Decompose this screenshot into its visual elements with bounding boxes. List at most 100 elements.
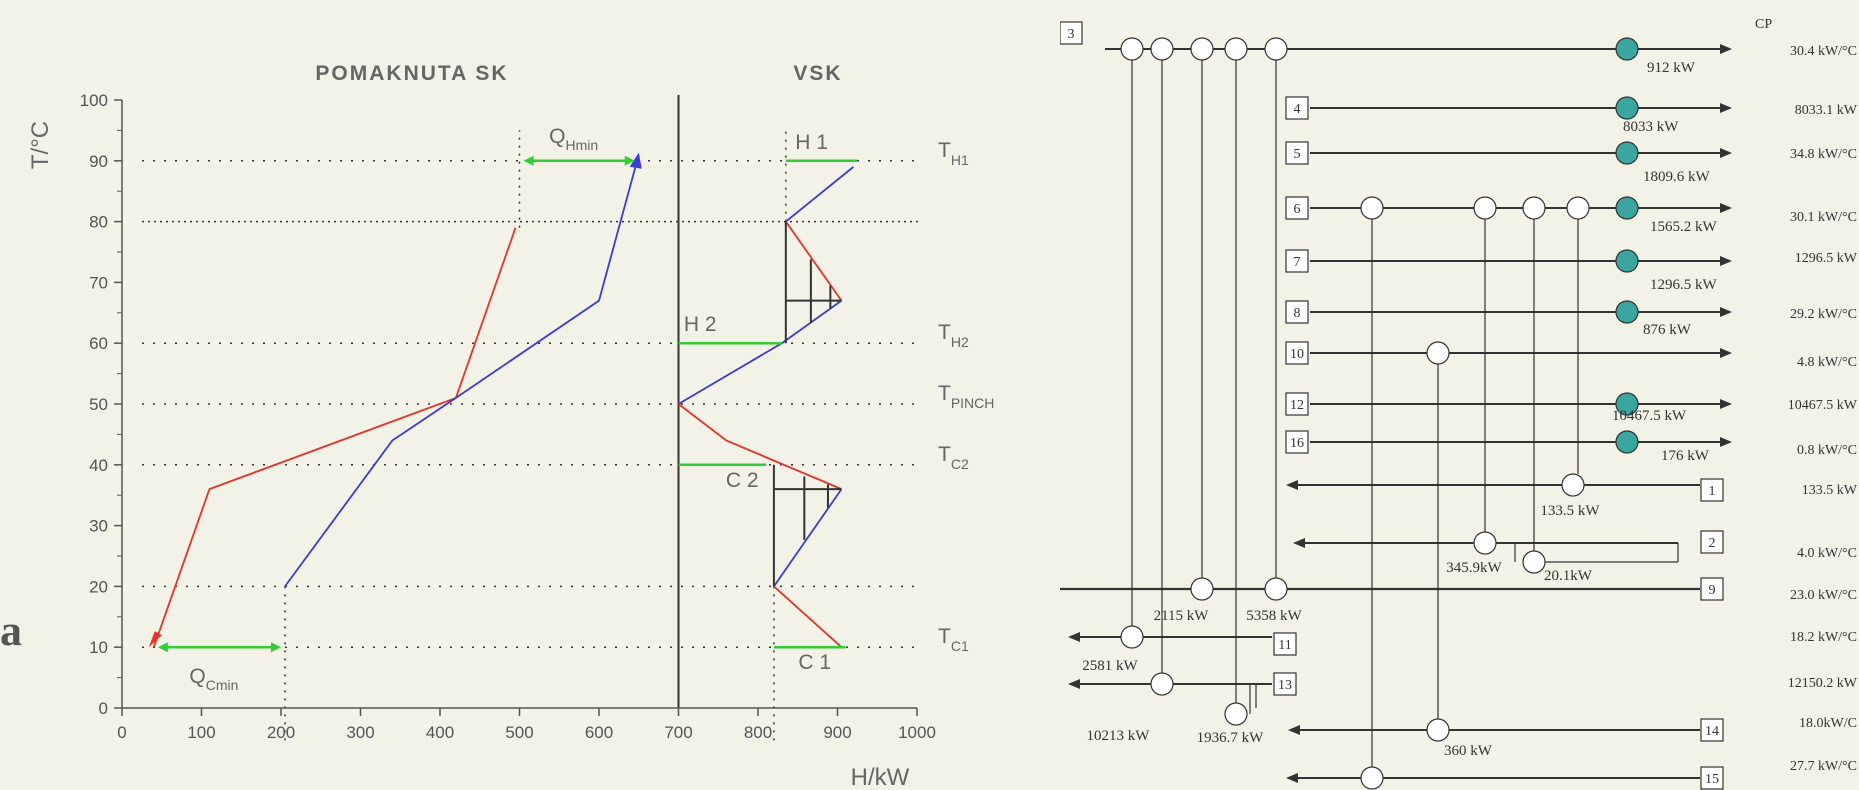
composite-curves-chart: a QHmin QCmin H 1 H 2 C 2 C 1 TH1 TH2 TPINCH TC2 T… xyxy=(0,62,994,790)
arrow-left xyxy=(1068,632,1080,642)
exchanger-node xyxy=(1473,196,1497,220)
cp-value: 23.0 kW/°C xyxy=(1790,588,1857,603)
cp-value: 30.4 kW/°C xyxy=(1790,44,1857,59)
stream-id-box xyxy=(1700,530,1724,554)
q-cmin-label: QCmin xyxy=(189,665,238,693)
load-label: 1936.7 kW xyxy=(1197,730,1265,746)
exchanger-node xyxy=(1426,718,1450,742)
load-label: 176 kW xyxy=(1661,448,1710,464)
load-label: 133.5 kW xyxy=(1540,503,1600,519)
temperature-level-lines xyxy=(142,160,920,648)
stream-id-box xyxy=(1285,300,1309,324)
arrowhead xyxy=(157,642,168,653)
y-tick-label: 30 xyxy=(89,517,108,536)
arrow-right xyxy=(1720,103,1732,113)
gcc-segment xyxy=(773,488,843,587)
stream-id-label: 2 xyxy=(1709,536,1716,551)
y-tick-label: 20 xyxy=(89,577,108,596)
utility-heater xyxy=(1615,96,1639,120)
gcc-segment xyxy=(785,221,843,302)
x-axis-label: H/kW xyxy=(851,764,910,790)
y-tick-label: 80 xyxy=(89,213,108,232)
x-tick-label: 800 xyxy=(744,723,772,742)
section-title-shifted: POMAKNUTA SK xyxy=(315,62,508,85)
y-tick-label: 60 xyxy=(89,334,108,353)
utility-label: H 1 xyxy=(795,131,828,154)
cp-value: 18.2 kW/°C xyxy=(1790,630,1857,645)
cp-value: 4.8 kW/°C xyxy=(1797,355,1857,370)
stream-id-label: 6 xyxy=(1294,202,1301,217)
arrow-left xyxy=(1286,480,1298,490)
utility-heater xyxy=(1615,392,1639,416)
x-tick-label: 300 xyxy=(346,723,374,742)
exchanger-node xyxy=(1426,341,1450,365)
level-label: TPINCH xyxy=(938,382,994,411)
utility-heater xyxy=(1615,196,1639,220)
arrow-left xyxy=(1293,538,1305,548)
exchanger-node xyxy=(1566,196,1590,220)
y-tick-label: 10 xyxy=(89,638,108,657)
utility-label: C 1 xyxy=(798,651,831,674)
stream-id-label: 7 xyxy=(1294,255,1301,270)
y-tick-label: 70 xyxy=(89,273,108,292)
stream-id-label: 12 xyxy=(1290,398,1304,413)
stream-id-box xyxy=(1285,392,1309,416)
y-tick-label: 0 xyxy=(99,699,108,718)
arrow-right xyxy=(1720,348,1732,358)
heat-exchanger-network: CP 3 912 kW 4 8033 kW 5 1809.6 kW 6 1565.2 kW 7 1… xyxy=(1060,17,1858,790)
arrow-right xyxy=(1720,44,1732,54)
level-label: TC1 xyxy=(938,625,969,654)
cp-value: 34.8 kW/°C xyxy=(1790,147,1857,162)
network-grid: 3 912 kW 4 8033 kW 5 1809.6 kW 6 1565.2 kW 7 1296… xyxy=(1060,21,1858,790)
stream-id-box xyxy=(1285,141,1309,165)
stream-id-box xyxy=(1700,577,1724,601)
stream-id-label: 15 xyxy=(1705,772,1719,787)
load-label: 345.9kW xyxy=(1446,560,1502,576)
load-label: 360 kW xyxy=(1444,743,1493,759)
arrowhead xyxy=(624,155,635,166)
gcc-segment xyxy=(785,166,854,223)
stream-id-box xyxy=(1285,196,1309,220)
load-label: 912 kW xyxy=(1647,60,1696,76)
arrow-right xyxy=(1720,256,1732,266)
x-tick-label: 500 xyxy=(505,723,533,742)
arrow-left xyxy=(1286,773,1298,783)
stream-id-box xyxy=(1700,718,1724,742)
load-label: 1809.6 kW xyxy=(1643,169,1711,185)
utility-heater xyxy=(1615,300,1639,324)
exchanger-node xyxy=(1473,531,1497,555)
exchanger-node xyxy=(1360,196,1384,220)
exchanger-node xyxy=(1264,37,1288,61)
arrow-right xyxy=(1720,307,1732,317)
utility-heater xyxy=(1615,430,1639,454)
stream-id-box xyxy=(1700,766,1724,790)
stream-id-box xyxy=(1273,632,1297,656)
utility-heater xyxy=(1615,249,1639,273)
load-label: 2581 kW xyxy=(1082,658,1138,674)
plot-area: QHmin QCmin H 1 H 2 C 2 C 1 TH1 TH2 TPINCH TC2 TC1 xyxy=(148,95,994,745)
load-label: 10467.5 kW xyxy=(1612,408,1687,424)
stream-id-label: 16 xyxy=(1290,436,1304,451)
exchanger-node xyxy=(1120,37,1144,61)
exchanger-node xyxy=(1150,672,1174,696)
y-tick-label: 50 xyxy=(89,395,108,414)
cp-value: 4.0 kW/°C xyxy=(1797,546,1857,561)
x-tick-label: 100 xyxy=(187,723,215,742)
cp-value: 0.8 kW/°C xyxy=(1797,443,1857,458)
level-label: TC2 xyxy=(938,443,969,472)
exchanger-node xyxy=(1360,766,1384,790)
stream-id-box xyxy=(1060,21,1083,45)
load-label: 8033 kW xyxy=(1623,119,1679,135)
cp-value: 10467.5 kW xyxy=(1788,398,1858,413)
exchanger-node xyxy=(1190,577,1214,601)
panel-letter: a xyxy=(0,606,22,655)
cp-value: 29.2 kW/°C xyxy=(1790,307,1857,322)
x-tick-label: 200 xyxy=(267,723,295,742)
arrow-right xyxy=(1720,203,1732,213)
cold-composite-curve xyxy=(152,227,517,648)
level-label: TH2 xyxy=(938,321,969,350)
x-tick-label: 700 xyxy=(664,723,692,742)
load-label: 20.1kW xyxy=(1544,568,1593,584)
stream-id-label: 13 xyxy=(1278,678,1292,693)
